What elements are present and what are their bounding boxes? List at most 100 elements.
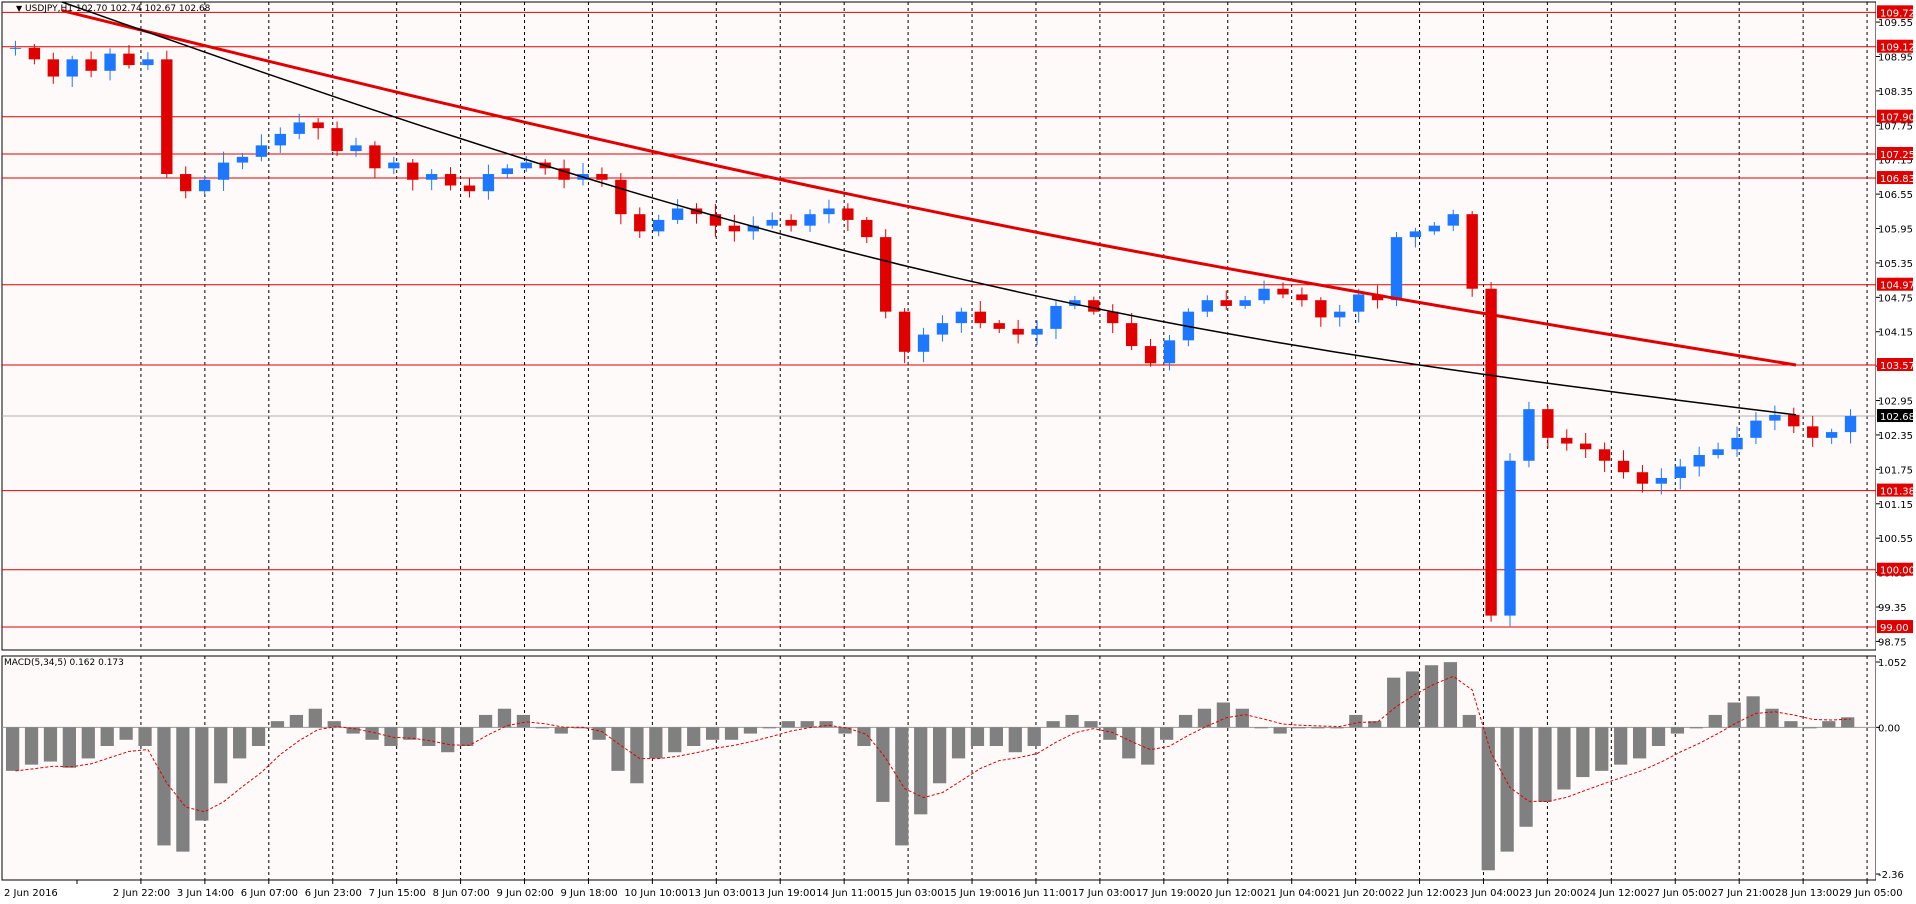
level-tag xyxy=(1877,5,1913,19)
candle-body xyxy=(1523,409,1535,461)
macd-bar xyxy=(1103,727,1117,740)
macd-bar xyxy=(251,727,266,747)
y-tick-label: 105.35 xyxy=(1878,259,1913,270)
macd-bar xyxy=(138,727,152,747)
macd-bar xyxy=(592,727,606,740)
x-tick-label: 23 Jun 20:00 xyxy=(1519,888,1583,899)
x-tick-label: 2 Jun 22:00 xyxy=(113,888,170,899)
price-axis-area xyxy=(1876,0,1916,904)
macd-bar xyxy=(403,727,417,740)
macd-bar xyxy=(1027,727,1041,747)
candle-body xyxy=(217,162,230,180)
x-tick-label: 13 Jun 19:00 xyxy=(752,888,816,899)
level-tag-label: 100.00 xyxy=(1880,566,1915,577)
level-tag xyxy=(1877,39,1913,53)
macd-y-tick-label: 1.052 xyxy=(1878,658,1907,669)
candle-body xyxy=(993,323,1005,329)
candle-body xyxy=(1693,455,1705,467)
candle-body xyxy=(1352,294,1365,312)
macd-bar xyxy=(1197,708,1212,728)
candle-body xyxy=(1428,225,1441,232)
level-tag xyxy=(1877,620,1913,634)
candle-body xyxy=(425,174,438,180)
candle-body xyxy=(1088,300,1100,312)
candle-body xyxy=(936,323,949,335)
chevron-down-icon[interactable]: ▼ xyxy=(16,4,23,13)
macd-bar xyxy=(1292,727,1306,729)
macd-bar xyxy=(157,727,171,846)
macd-bar xyxy=(327,721,341,728)
candle-body xyxy=(85,59,97,71)
macd-bar xyxy=(176,727,190,852)
macd-bar xyxy=(1160,727,1174,740)
candle-body xyxy=(1712,449,1724,456)
candle-body xyxy=(501,168,514,175)
x-tick-label: 15 Jun 19:00 xyxy=(944,888,1008,899)
macd-bar xyxy=(1538,727,1552,802)
x-tick-label: 17 Jun 03:00 xyxy=(1072,888,1136,899)
macd-bar xyxy=(1462,714,1476,728)
x-tick-label: 20 Jun 12:00 xyxy=(1200,888,1264,899)
macd-bar xyxy=(195,727,209,821)
macd-bar xyxy=(24,727,39,765)
candle-body xyxy=(463,185,476,192)
candle-body xyxy=(350,145,362,152)
candle-body xyxy=(312,122,324,129)
level-tag-label: 106.83 xyxy=(1880,174,1915,185)
candle-body xyxy=(1542,409,1554,438)
candle-body xyxy=(1163,340,1176,364)
candle-body xyxy=(898,311,911,352)
candle-body xyxy=(1636,472,1649,484)
candle-body xyxy=(1031,328,1043,335)
macd-bar xyxy=(687,727,701,747)
candle-body xyxy=(747,225,759,232)
candle-body xyxy=(955,311,968,324)
macd-bar xyxy=(1405,671,1420,728)
macd-bar xyxy=(668,727,682,753)
x-tick-label: 3 Jun 14:00 xyxy=(177,888,234,899)
macd-bar xyxy=(1500,727,1514,852)
candle-body xyxy=(1731,437,1743,450)
candle-body xyxy=(709,214,722,226)
current-price-tag xyxy=(1877,409,1913,423)
level-tag xyxy=(1877,171,1913,185)
candle-body xyxy=(1655,477,1668,484)
candle-body xyxy=(1807,426,1819,438)
macd-bar xyxy=(1178,714,1193,728)
macd-bar xyxy=(895,727,909,846)
candle-body xyxy=(142,59,154,66)
candle-body xyxy=(728,225,741,232)
x-tick-label: 28 Jun 13:00 xyxy=(1775,888,1839,899)
macd-bar xyxy=(933,727,947,784)
candle-body xyxy=(880,237,892,312)
macd-bar xyxy=(838,727,852,734)
ma-fast-line xyxy=(61,1,1797,416)
macd-bar xyxy=(1651,727,1666,747)
macd-bar xyxy=(1614,727,1628,765)
candle-body xyxy=(1371,294,1384,301)
level-tag-label: 103.57 xyxy=(1880,361,1915,372)
symbol-line: USDJPY,H1 102.70 102.74 102.67 102.68 xyxy=(25,4,211,14)
candle-body xyxy=(1012,328,1024,335)
candle-body xyxy=(842,208,854,220)
macd-bar xyxy=(573,727,587,729)
macd-bar xyxy=(1084,721,1098,728)
macd-bar xyxy=(1046,721,1060,728)
level-tag xyxy=(1877,277,1913,291)
macd-y-tick-label: 0.00 xyxy=(1878,723,1900,734)
macd-header: MACD(5,34,5) 0.162 0.173 xyxy=(4,658,124,668)
candle-body xyxy=(1617,460,1630,473)
macd-bar xyxy=(422,727,436,747)
macd-bar xyxy=(1008,727,1022,753)
macd-bar xyxy=(384,727,398,747)
candle-body xyxy=(1447,214,1459,226)
macd-bar xyxy=(1065,714,1079,728)
macd-bar xyxy=(743,727,758,734)
macd-bar xyxy=(1708,714,1722,728)
level-tag xyxy=(1877,357,1913,371)
candle-body xyxy=(1485,288,1497,616)
level-tag xyxy=(1877,483,1913,497)
macd-bar xyxy=(214,727,228,784)
